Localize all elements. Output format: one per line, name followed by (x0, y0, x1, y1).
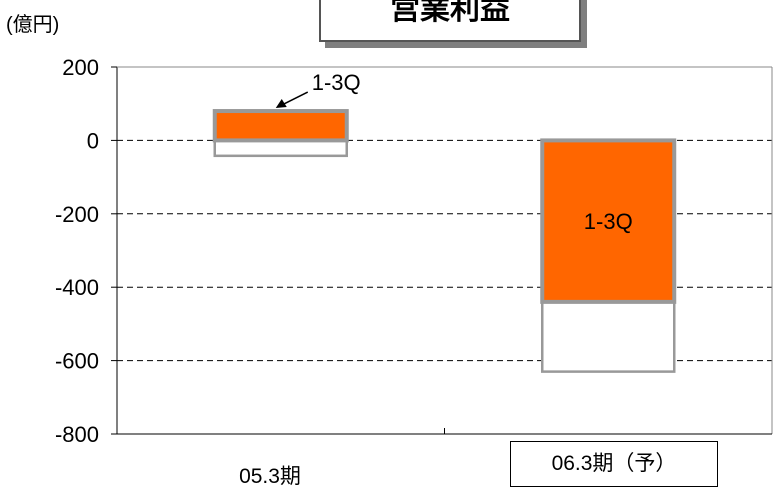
y-tick-label--600: -600 (55, 349, 99, 374)
annotation-label-0: 1-3Q (312, 70, 361, 95)
bar-full-year-cat1 (541, 300, 676, 373)
bar-full-year-cat0 (213, 139, 348, 158)
category-label-0603-forecast: 06.3期（予） (510, 441, 718, 487)
y-tick-label--800: -800 (55, 422, 99, 447)
annotation-label-1: 1-3Q (584, 209, 633, 234)
y-tick-label-0: 0 (87, 128, 99, 153)
y-tick-label--200: -200 (55, 202, 99, 227)
bar-1-3q-cat1 (540, 138, 677, 304)
chart-title: 営業利益 (319, 0, 581, 42)
unit-label: (億円) (6, 14, 60, 36)
category-label-0503: 05.3期 (239, 465, 301, 488)
annotation-arrow-head-0 (275, 99, 287, 109)
annotation-arrow-line-0 (281, 91, 309, 106)
y-tick-label--400: -400 (55, 275, 99, 300)
bar-1-3q-cat0 (212, 109, 349, 143)
y-tick-label-200: 200 (62, 55, 99, 80)
